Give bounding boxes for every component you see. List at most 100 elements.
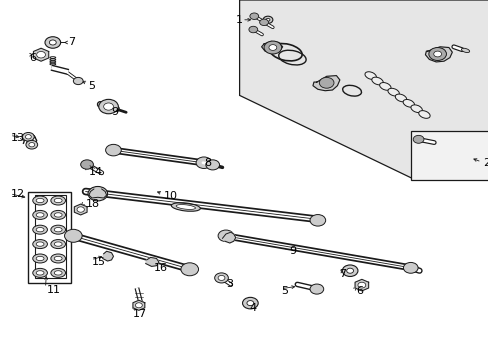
Circle shape	[88, 186, 107, 201]
Ellipse shape	[36, 271, 44, 275]
Circle shape	[248, 26, 257, 33]
Circle shape	[181, 263, 198, 276]
Ellipse shape	[171, 203, 200, 211]
Ellipse shape	[402, 99, 414, 107]
Ellipse shape	[51, 210, 65, 219]
Circle shape	[246, 301, 253, 306]
Circle shape	[49, 40, 56, 45]
Polygon shape	[222, 232, 235, 243]
Circle shape	[105, 144, 121, 156]
Ellipse shape	[33, 196, 47, 205]
Circle shape	[428, 48, 446, 60]
Polygon shape	[425, 47, 451, 62]
Text: 4: 4	[249, 303, 256, 313]
Ellipse shape	[410, 105, 422, 113]
Ellipse shape	[364, 72, 376, 80]
Polygon shape	[312, 76, 339, 91]
Polygon shape	[74, 204, 87, 215]
Circle shape	[99, 99, 118, 114]
Circle shape	[196, 157, 211, 168]
Ellipse shape	[394, 94, 406, 102]
Circle shape	[26, 140, 38, 149]
Text: 9: 9	[111, 107, 119, 117]
Circle shape	[403, 262, 417, 273]
Polygon shape	[89, 189, 106, 198]
Text: 10: 10	[163, 191, 178, 201]
Ellipse shape	[33, 210, 47, 219]
Text: 16: 16	[154, 263, 168, 273]
Ellipse shape	[54, 256, 62, 261]
Ellipse shape	[54, 213, 62, 217]
Ellipse shape	[54, 242, 62, 246]
Ellipse shape	[51, 254, 65, 263]
Text: 18: 18	[85, 199, 100, 210]
Ellipse shape	[51, 240, 65, 248]
Ellipse shape	[461, 48, 468, 53]
Ellipse shape	[54, 228, 62, 232]
Text: 8: 8	[204, 158, 211, 168]
Ellipse shape	[379, 82, 390, 90]
Text: 9: 9	[289, 246, 296, 256]
Circle shape	[259, 19, 268, 26]
Circle shape	[73, 77, 83, 85]
Circle shape	[205, 160, 219, 170]
Polygon shape	[261, 41, 282, 53]
Text: 7: 7	[339, 269, 346, 279]
Circle shape	[135, 303, 142, 308]
Circle shape	[103, 103, 113, 110]
Polygon shape	[354, 279, 368, 291]
Circle shape	[265, 18, 269, 21]
Polygon shape	[33, 48, 49, 61]
Circle shape	[309, 215, 325, 226]
Ellipse shape	[54, 271, 62, 275]
Ellipse shape	[36, 256, 44, 261]
Circle shape	[81, 160, 93, 169]
Text: 17: 17	[133, 309, 147, 319]
Text: 1: 1	[236, 15, 243, 25]
Circle shape	[346, 268, 353, 273]
Bar	[28, 192, 71, 283]
Text: 11: 11	[46, 285, 61, 295]
Circle shape	[37, 51, 45, 58]
Ellipse shape	[418, 111, 429, 118]
Ellipse shape	[36, 198, 44, 203]
Polygon shape	[133, 300, 144, 310]
Circle shape	[309, 284, 323, 294]
Text: 2: 2	[482, 158, 488, 168]
Circle shape	[412, 135, 423, 143]
Ellipse shape	[33, 240, 47, 248]
Polygon shape	[145, 257, 159, 266]
Circle shape	[249, 13, 258, 19]
Circle shape	[64, 229, 82, 242]
Circle shape	[433, 51, 441, 57]
Ellipse shape	[51, 196, 65, 205]
Bar	[35, 195, 66, 278]
Circle shape	[77, 207, 84, 212]
Text: 14: 14	[89, 167, 103, 177]
Circle shape	[214, 273, 228, 283]
Circle shape	[25, 135, 31, 139]
Text: 15: 15	[92, 257, 106, 267]
Circle shape	[263, 16, 272, 23]
Text: 12: 12	[11, 189, 25, 199]
Text: 3: 3	[226, 279, 233, 289]
Ellipse shape	[33, 254, 47, 263]
Polygon shape	[239, 0, 488, 180]
Ellipse shape	[36, 228, 44, 232]
Ellipse shape	[36, 213, 44, 217]
Ellipse shape	[33, 269, 47, 277]
Ellipse shape	[33, 225, 47, 234]
Circle shape	[29, 143, 35, 147]
Circle shape	[218, 275, 224, 280]
Polygon shape	[102, 251, 113, 261]
Ellipse shape	[371, 77, 383, 85]
Ellipse shape	[51, 225, 65, 234]
Text: 5: 5	[88, 81, 95, 91]
Circle shape	[218, 230, 233, 242]
Ellipse shape	[51, 269, 65, 277]
Text: 6: 6	[355, 286, 362, 296]
Text: 7: 7	[68, 37, 76, 48]
Circle shape	[45, 37, 61, 48]
Ellipse shape	[54, 198, 62, 203]
Circle shape	[22, 132, 34, 141]
